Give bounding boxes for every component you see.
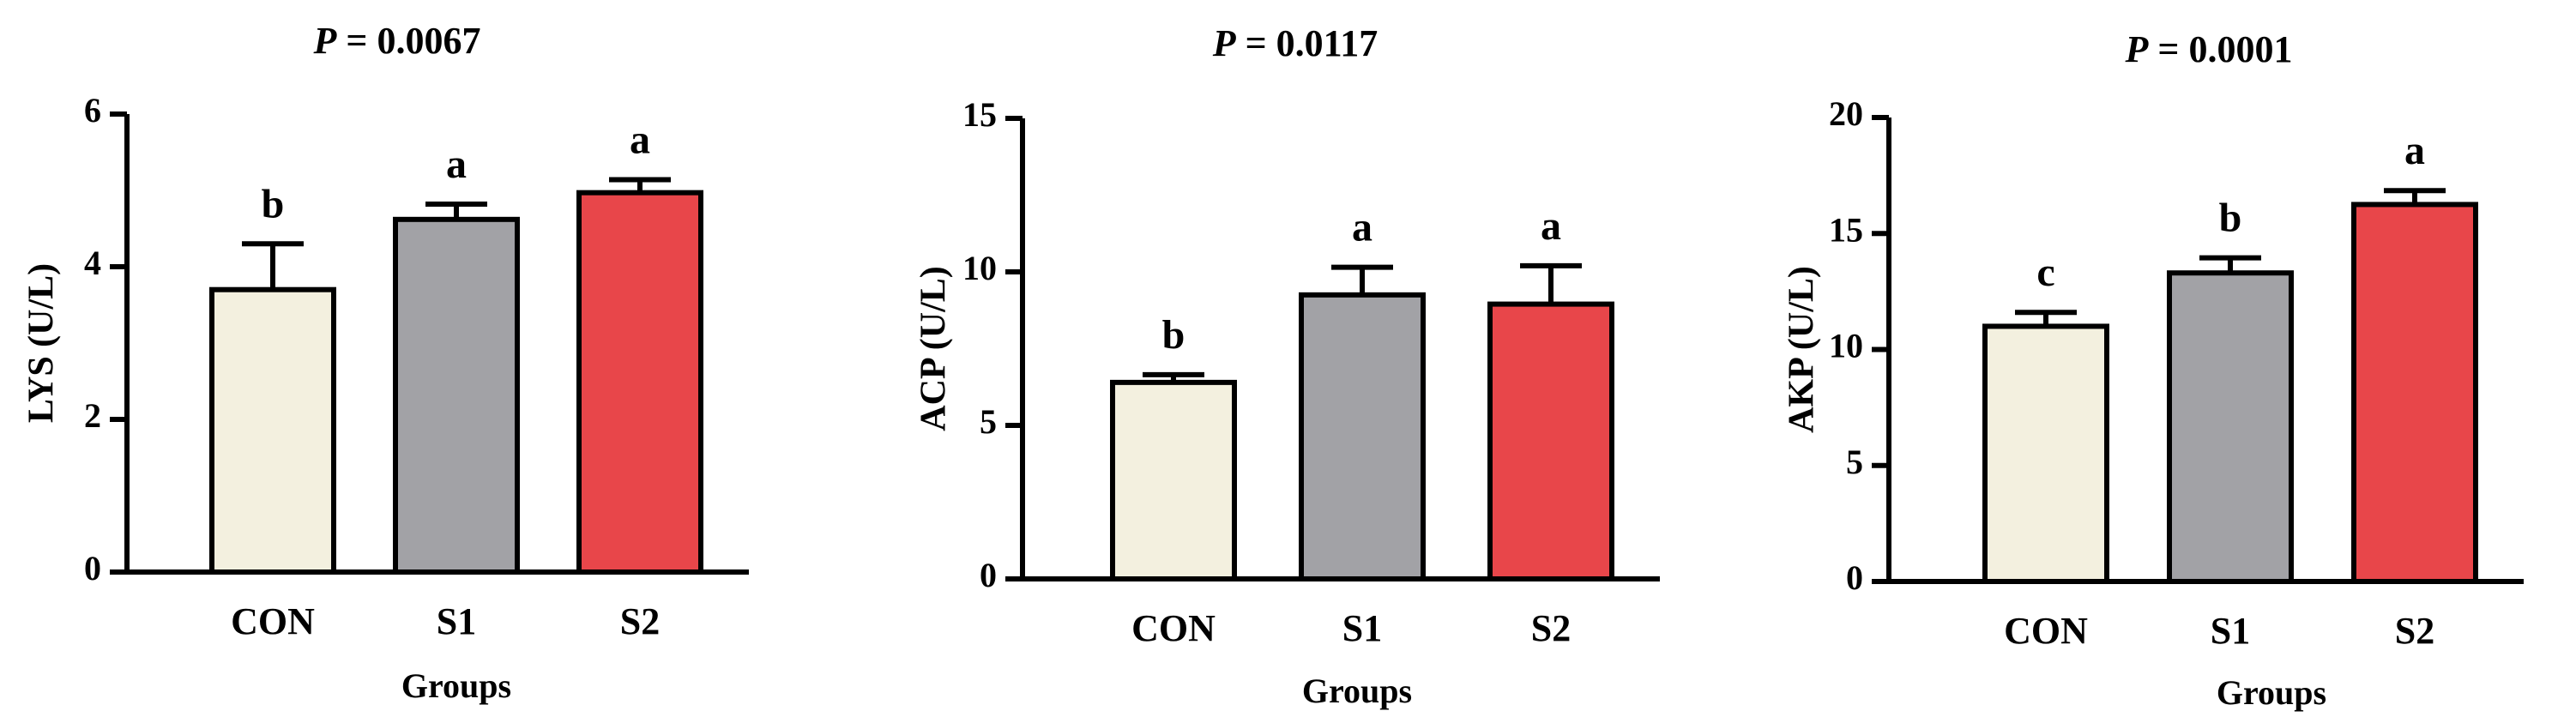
category-label: S2 <box>1531 607 1571 649</box>
y-tick-label: 0 <box>980 556 997 594</box>
bar-con <box>1982 323 2109 584</box>
chart-title: P = 0.0001 <box>2125 28 2293 70</box>
y-tick-label: 15 <box>962 95 997 134</box>
significance-letter: a <box>446 142 467 187</box>
y-tick-label: 0 <box>1846 558 1863 597</box>
bar-s1 <box>1299 292 1426 581</box>
y-tick-label: 6 <box>84 91 101 130</box>
y-axis-label: ACP (U/L) <box>914 266 954 431</box>
category-label: S2 <box>620 600 660 642</box>
y-tick-label: 2 <box>84 396 101 435</box>
significance-letter: c <box>2036 250 2054 295</box>
y-tick-label: 4 <box>84 244 101 282</box>
bar-s1 <box>393 216 520 575</box>
category-label: S1 <box>1342 607 1382 649</box>
y-axis-label: LYS (U/L) <box>22 263 62 423</box>
x-axis-label: Groups <box>1302 672 1412 710</box>
chart-panel-2: P = 0.0117 0 5 10 15 ACP (U/L) b CON a S1 a S2 Group… <box>914 22 1660 710</box>
y-tick-label: 5 <box>1846 443 1863 481</box>
significance-letter: a <box>2404 128 2425 173</box>
significance-letter: b <box>2219 196 2242 241</box>
category-label: CON <box>2004 610 2088 652</box>
category-label: S1 <box>437 600 476 642</box>
y-axis-label: AKP (U/L) <box>1783 266 1822 433</box>
bar-s2 <box>1487 301 1614 581</box>
y-tick-label: 15 <box>1829 210 1863 249</box>
y-tick-label: 5 <box>980 402 997 441</box>
title-value: = 0.0117 <box>1236 22 1378 64</box>
title-p: P <box>2125 28 2150 70</box>
bar-s2 <box>576 190 703 575</box>
chart-title: P = 0.0067 <box>313 20 481 62</box>
x-axis-label: Groups <box>2217 673 2326 712</box>
significance-letter: b <box>262 181 285 226</box>
y-tick-label: 10 <box>962 249 997 287</box>
bar-s2 <box>2351 202 2478 584</box>
category-label: S1 <box>2211 610 2250 652</box>
y-tick-label: 10 <box>1829 327 1863 365</box>
chart-panel-1: P = 0.0067 0 2 4 6 LYS (U/L) b CON a S1 a S2 Groups <box>22 20 749 705</box>
title-p: P <box>1212 22 1237 64</box>
significance-letter: a <box>1352 205 1372 250</box>
bar-con <box>1110 379 1237 581</box>
bar-s1 <box>2167 270 2294 584</box>
title-value: = 0.0001 <box>2148 28 2292 70</box>
y-tick-label: 0 <box>84 549 101 587</box>
y-tick-label: 20 <box>1829 94 1863 133</box>
bar-con <box>209 286 336 575</box>
category-label: CON <box>1131 607 1216 649</box>
chart-panel-3: P = 0.0001 0 5 10 15 20 AKP (U/L) c CON b S1 a S2 Gro… <box>1783 28 2524 712</box>
significance-letter: b <box>1162 312 1185 358</box>
title-value: = 0.0067 <box>336 20 480 62</box>
category-label: CON <box>231 600 315 642</box>
title-p: P <box>313 20 338 62</box>
significance-letter: a <box>630 117 650 163</box>
chart-title: P = 0.0117 <box>1212 22 1378 64</box>
x-axis-label: Groups <box>401 666 511 705</box>
category-label: S2 <box>2395 610 2434 652</box>
significance-letter: a <box>1541 203 1561 249</box>
